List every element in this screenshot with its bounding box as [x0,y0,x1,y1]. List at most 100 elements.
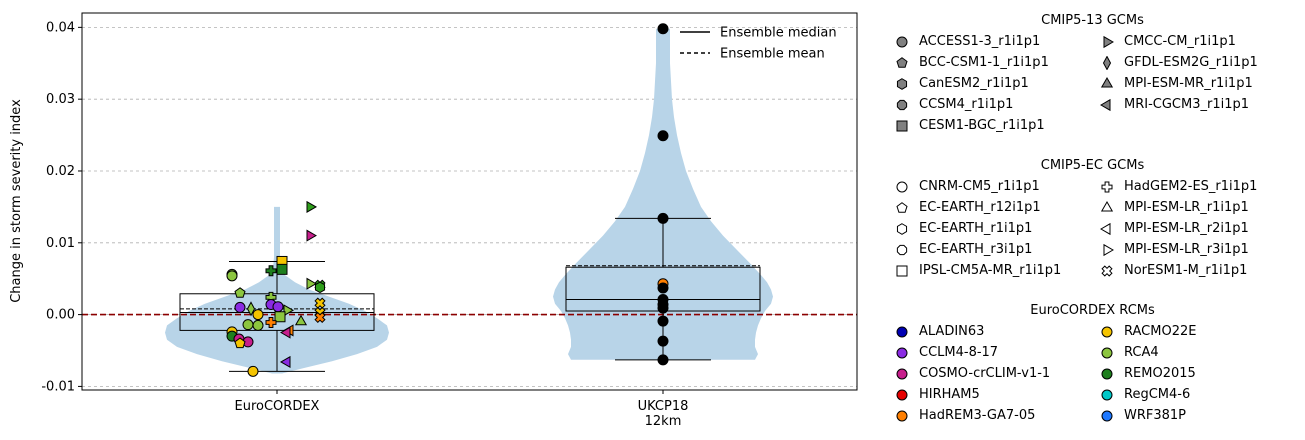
x-tick-label: EuroCORDEX [235,399,320,414]
marker-circle [272,301,284,313]
legend-item-label: HadGEM2-ES_r1i1p1 [1124,179,1258,194]
triangle-left-marker-icon [1100,98,1111,111]
y-axis-label: Change in storm severity index [9,99,24,303]
triangle-up-marker-icon [1100,76,1114,87]
x-tick-label-line: EuroCORDEX [235,399,320,414]
square-marker-icon [896,265,908,276]
legend-title-eurocordex: EuroCORDEX RCMs [1030,303,1155,318]
marker-circle [242,319,254,331]
marker-triangle-right [283,304,294,317]
legend-item: COSMO-crCLIM-v1-1 [895,364,1100,383]
marker-circle [252,319,264,331]
marker-circle [657,315,669,327]
circle-marker-icon [896,326,908,337]
legend-item: HadGEM2-ES_r1i1p1 [1100,177,1290,196]
legend-item-label: RACMO22E [1124,324,1197,339]
marker-circle [226,270,238,282]
legend-item: CNRM-CM5_r1i1p1 [895,177,1100,196]
marker-octagon [896,99,908,110]
line-legend: Ensemble median Ensemble mean [680,26,837,62]
circle-marker-icon [896,389,908,400]
marker-circle [657,23,669,35]
circle-marker-icon [1101,368,1113,379]
circle-marker-icon [896,36,908,47]
legend-item: IPSL-CM5A-MR_r1i1p1 [895,261,1100,280]
triangle-up-marker-icon [1100,200,1114,211]
marker-triangle-left [1100,222,1111,235]
marker-circle [1101,368,1113,379]
legend-item-label: ALADIN63 [919,324,985,339]
legend-item: BCC-CSM1-1_r1i1p1 [895,53,1100,72]
marker-circle [657,282,669,294]
legend-item-label: MRI-CGCM3_r1i1p1 [1124,97,1250,112]
circle-marker-icon [896,181,908,192]
legend-item-label: MPI-ESM-MR_r1i1p1 [1124,76,1253,91]
marker-circle [1101,347,1113,358]
circle-marker-icon [1101,389,1113,400]
legend-item: RegCM4-6 [1100,385,1290,404]
marker-circle [896,36,908,47]
marker-triangle-right [1103,35,1114,48]
marker-triangle-right [306,229,317,242]
legend-item: HadREM3-GA7-05 [895,406,1100,425]
legend-item-label: IPSL-CM5A-MR_r1i1p1 [919,263,1062,278]
x-axis-ticks: EuroCORDEX UKCP18 12km [235,390,688,429]
legend-item-label: HadREM3-GA7-05 [919,408,1036,423]
legend-line-label: Ensemble median [720,26,837,41]
legend-item-label: MPI-ESM-LR_r3i1p1 [1124,242,1249,257]
legend-item-label: HIRHAM5 [919,387,980,402]
octagon-marker-icon [896,99,908,110]
marker-circle [657,212,669,224]
legend-item: CCLM4-8-17 [895,343,1100,362]
legend-eurocordex: EuroCORDEX RCMs ALADIN63 RACMO22E CCLM4-8-… [895,303,1290,425]
marker-cross [314,311,326,324]
legend-grid-cmip5-ec: CNRM-CM5_r1i1p1 HadGEM2-ES_r1i1p1 EC-EARTH… [895,177,1290,280]
legend-item: ACCESS1-3_r1i1p1 [895,32,1100,51]
y-tick-label: -0.01 [41,379,75,394]
marker-triangle-right [306,277,317,290]
circle-marker-icon [1101,326,1113,337]
marker-triangle-up [294,314,308,326]
legend-item-label: MPI-ESM-LR_r1i1p1 [1124,200,1249,215]
marker-plus [1101,181,1113,192]
marker-hexagon [896,222,908,235]
legend-item: WRF381P [1100,406,1290,425]
marker-triangle-left [280,326,291,339]
triangle-right-marker-icon [1103,243,1114,256]
triangle-right-marker-icon [1103,35,1114,48]
legend-item: MPI-ESM-MR_r1i1p1 [1100,74,1290,93]
y-tick-label: 0.04 [46,20,75,35]
legend-grid-cmip5-13: ACCESS1-3_r1i1p1 CMCC-CM_r1i1p1 BCC-CSM1-1… [895,32,1290,135]
legend-item-label: CCLM4-8-17 [919,345,999,360]
octagon-marker-icon [896,244,908,255]
legend-item: HIRHAM5 [895,385,1100,404]
marker-circle [896,326,908,337]
legend-item: ALADIN63 [895,322,1100,341]
marker-circle [247,365,259,377]
marker-plus [265,316,277,328]
marker-cross [1101,264,1113,277]
marker-circle [657,130,669,142]
legend-item: EC-EARTH_r12i1p1 [895,198,1100,217]
legend-item-label: CMCC-CM_r1i1p1 [1124,34,1236,49]
legend-item: CCSM4_r1i1p1 [895,95,1100,114]
axes-frame [81,12,858,391]
hexagon-marker-icon [896,222,908,235]
legend-line-label: Ensemble mean [720,47,825,62]
cross-marker-icon [1101,264,1113,277]
legend-item: CMCC-CM_r1i1p1 [1100,32,1290,51]
marker-square [896,120,908,131]
pentagon-marker-icon [896,201,908,213]
hexagon-marker-icon [896,77,908,90]
marker-circle [1101,410,1113,421]
legend-item: RACMO22E [1100,322,1290,341]
marker-triangle-up [1100,76,1114,87]
legend-cmip5-ec: CMIP5-EC GCMs CNRM-CM5_r1i1p1 HadGEM2-ES_… [895,158,1290,280]
circle-marker-icon [1101,410,1113,421]
marker-hexagon [896,77,908,90]
legend-item: EC-EARTH_r1i1p1 [895,219,1100,238]
marker-square [276,263,288,275]
marker-triangle-left [1100,98,1111,111]
marker-triangle-left [280,355,291,369]
legend-item: GFDL-ESM2G_r1i1p1 [1100,53,1290,72]
